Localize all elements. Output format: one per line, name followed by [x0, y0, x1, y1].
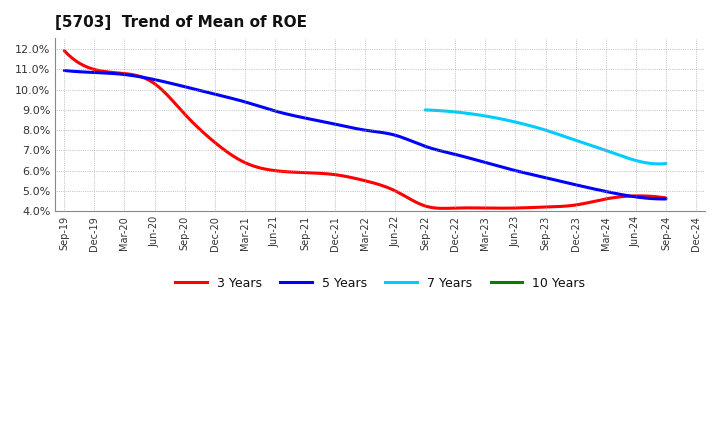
Text: [5703]  Trend of Mean of ROE: [5703] Trend of Mean of ROE: [55, 15, 307, 30]
Legend: 3 Years, 5 Years, 7 Years, 10 Years: 3 Years, 5 Years, 7 Years, 10 Years: [171, 272, 590, 295]
